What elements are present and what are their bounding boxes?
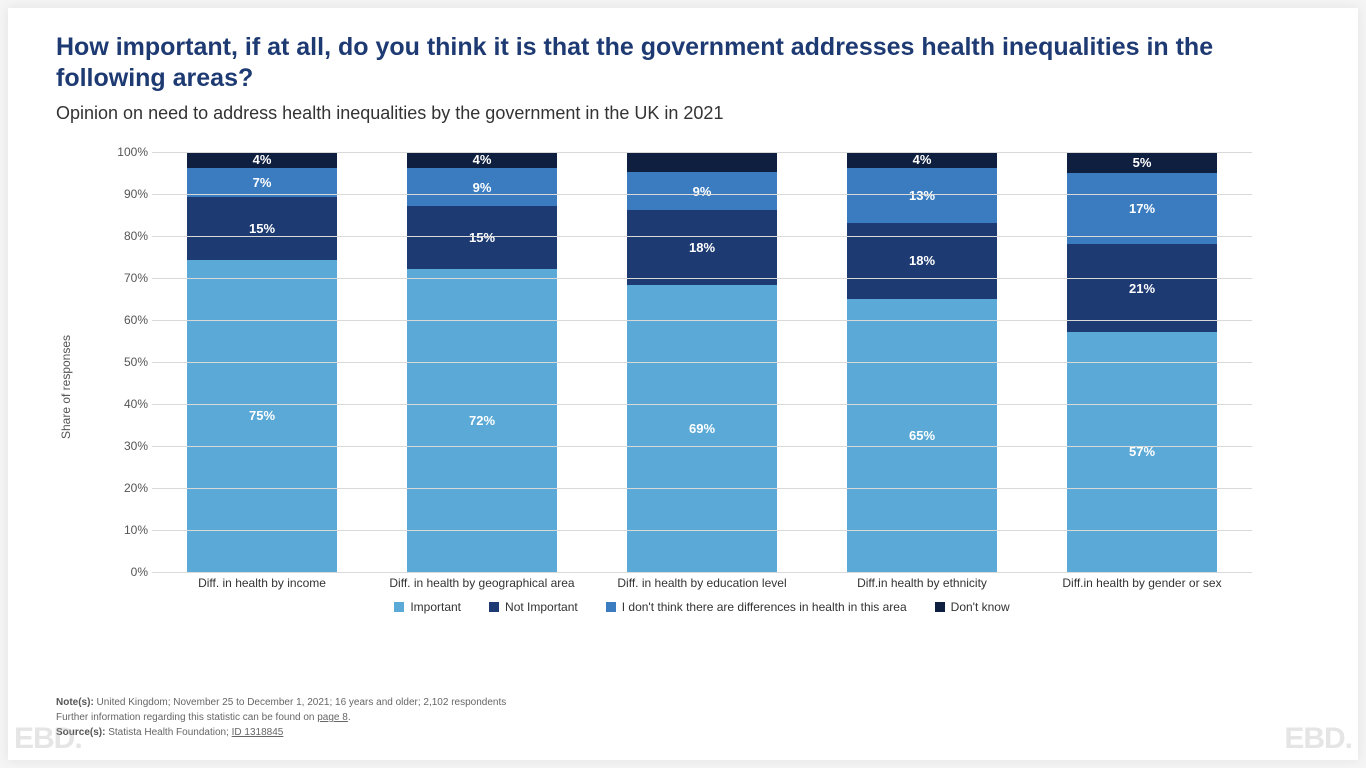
gridline: [152, 488, 1252, 489]
gridline: [152, 194, 1252, 195]
gridline: [152, 152, 1252, 153]
x-label: Diff.in health by gender or sex: [1042, 576, 1242, 590]
y-tick: 10%: [112, 523, 148, 537]
y-tick: 60%: [112, 313, 148, 327]
further-link[interactable]: page 8: [317, 712, 348, 723]
further-line: Further information regarding this stati…: [56, 710, 506, 725]
note-line: Note(s): United Kingdom; November 25 to …: [56, 695, 506, 710]
y-tick: 40%: [112, 397, 148, 411]
bar-segment: 18%: [847, 223, 997, 299]
bar-segment: 72%: [407, 269, 557, 571]
y-tick: 20%: [112, 481, 148, 495]
bar-segment: [627, 152, 777, 173]
source-link[interactable]: ID 1318845: [232, 727, 284, 738]
source-text: Statista Health Foundation;: [105, 727, 231, 738]
gridline: [152, 446, 1252, 447]
slide: How important, if at all, do you think i…: [8, 8, 1358, 760]
y-axis-title: Share of responses: [59, 334, 73, 438]
gridline: [152, 404, 1252, 405]
legend-label: Important: [410, 600, 461, 614]
gridline: [152, 530, 1252, 531]
legend-swatch: [489, 602, 499, 612]
gridline: [152, 236, 1252, 237]
note-label: Note(s):: [56, 697, 94, 708]
footnotes: Note(s): United Kingdom; November 25 to …: [56, 695, 506, 740]
bar-segment: 18%: [627, 210, 777, 285]
y-tick: 50%: [112, 355, 148, 369]
bar-segment: 65%: [847, 299, 997, 572]
legend-swatch: [394, 602, 404, 612]
bar-segment: 4%: [407, 152, 557, 169]
bar-segment: 9%: [407, 168, 557, 206]
legend-label: Don't know: [951, 600, 1010, 614]
bar-segment: 69%: [627, 285, 777, 572]
bar-segment: 4%: [187, 152, 337, 169]
bar-segment: 5%: [1067, 152, 1217, 173]
x-label: Diff. in health by income: [162, 576, 362, 590]
bar-segment: 75%: [187, 260, 337, 572]
legend-item: Not Important: [489, 600, 578, 614]
legend-label: I don't think there are differences in h…: [622, 600, 907, 614]
gridline: [152, 362, 1252, 363]
y-tick: 100%: [112, 145, 148, 159]
chart-container: Share of responses 4%7%15%75%4%9%15%72%9…: [92, 142, 1272, 632]
x-labels: Diff. in health by income Diff. in health…: [152, 576, 1252, 590]
gridline: [152, 278, 1252, 279]
note-text: United Kingdom; November 25 to December …: [94, 697, 506, 708]
legend-swatch: [606, 602, 616, 612]
source-line: Source(s): Statista Health Foundation; I…: [56, 725, 506, 740]
chart-title: How important, if at all, do you think i…: [56, 32, 1310, 95]
x-label: Diff. in health by education level: [602, 576, 802, 590]
watermark-left: EBD.: [14, 722, 82, 756]
legend-item: Don't know: [935, 600, 1010, 614]
x-label: Diff. in health by geographical area: [382, 576, 582, 590]
x-label: Diff.in health by ethnicity: [822, 576, 1022, 590]
gridline: [152, 320, 1252, 321]
bar-segment: 9%: [627, 172, 777, 209]
y-tick: 0%: [112, 565, 148, 579]
y-tick: 80%: [112, 229, 148, 243]
bar-segment: 4%: [847, 152, 997, 169]
further-post: .: [348, 712, 351, 723]
y-tick: 90%: [112, 187, 148, 201]
bar-segment: 15%: [407, 206, 557, 269]
legend: Important Not Important I don't think ther…: [152, 600, 1252, 614]
chart-subtitle: Opinion on need to address health inequa…: [56, 103, 1310, 124]
watermark-right: EBD.: [1284, 722, 1352, 756]
y-tick: 30%: [112, 439, 148, 453]
further-pre: Further information regarding this stati…: [56, 712, 317, 723]
bar-segment: 17%: [1067, 173, 1217, 244]
plot-area: 4%7%15%75%4%9%15%72%9%18%69%4%13%18%65%5…: [152, 152, 1252, 572]
bar-segment: 13%: [847, 168, 997, 223]
y-tick: 70%: [112, 271, 148, 285]
bar-segment: 57%: [1067, 332, 1217, 571]
gridline: [152, 572, 1252, 573]
legend-item: I don't think there are differences in h…: [606, 600, 907, 614]
legend-item: Important: [394, 600, 461, 614]
bar-segment: 15%: [187, 197, 337, 259]
legend-swatch: [935, 602, 945, 612]
legend-label: Not Important: [505, 600, 578, 614]
